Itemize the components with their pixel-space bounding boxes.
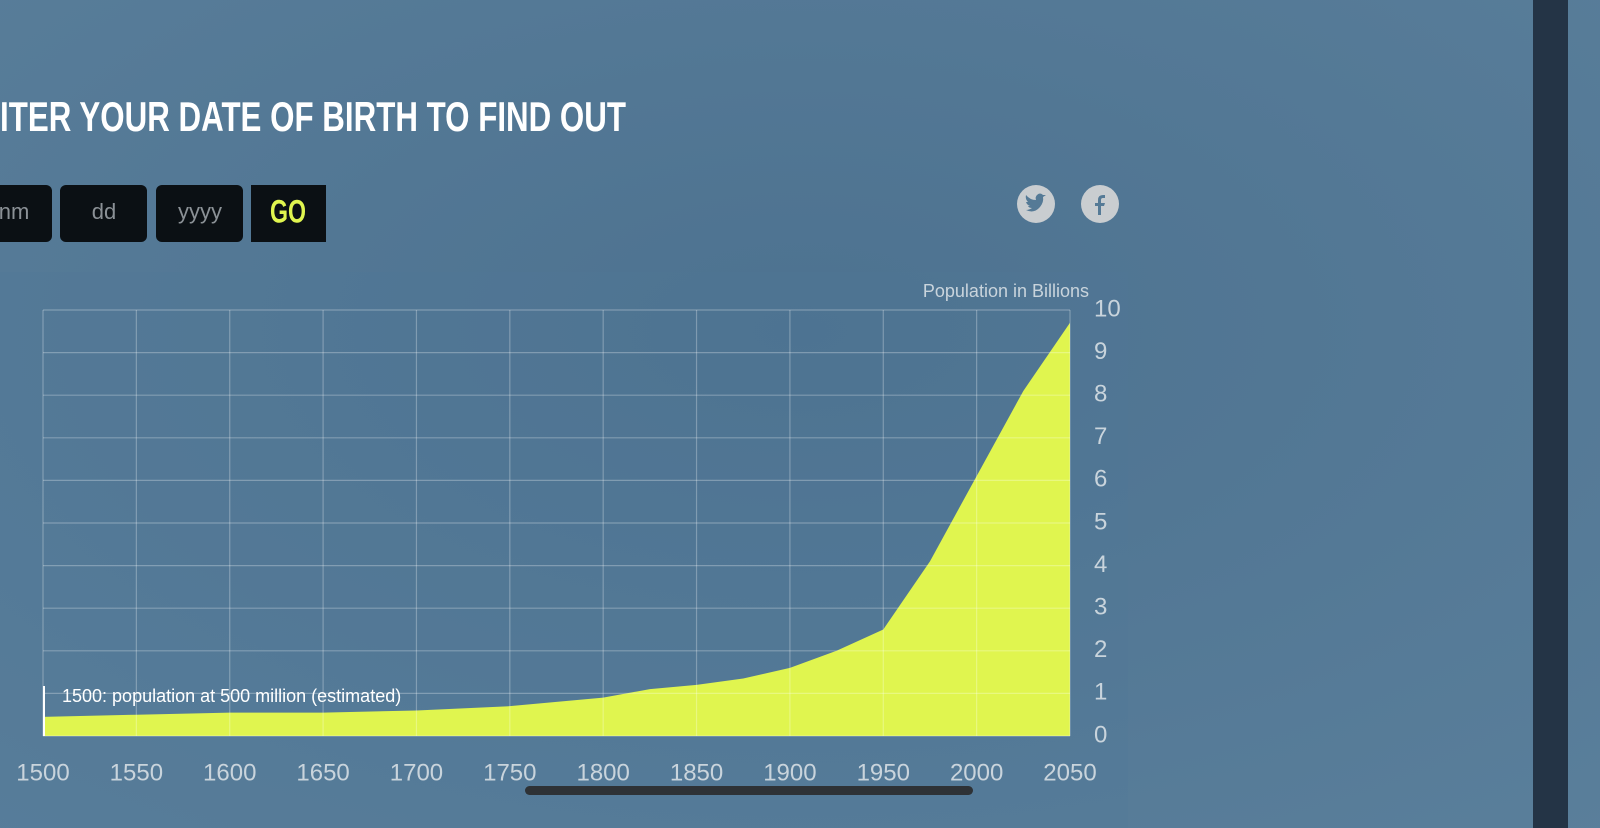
x-tick-label: 1800 bbox=[576, 759, 629, 786]
heading: ITER YOUR DATE OF BIRTH TO FIND OUT bbox=[0, 93, 626, 140]
twitter-button[interactable] bbox=[1017, 185, 1055, 223]
y-tick-label: 0 bbox=[1094, 721, 1107, 748]
y-tick-label: 7 bbox=[1094, 423, 1107, 450]
twitter-icon bbox=[1025, 193, 1046, 212]
go-button[interactable] bbox=[251, 185, 326, 242]
y-tick-label: 10 bbox=[1094, 295, 1121, 322]
scrollbar[interactable] bbox=[525, 786, 973, 795]
x-tick-label: 1850 bbox=[670, 759, 723, 786]
y-tick-label: 4 bbox=[1094, 551, 1107, 578]
x-tick-label: 1550 bbox=[110, 759, 163, 786]
x-tick-label: 1650 bbox=[296, 759, 349, 786]
y-tick-label: 6 bbox=[1094, 466, 1107, 493]
year-input[interactable] bbox=[156, 185, 243, 242]
y-tick-label: 5 bbox=[1094, 508, 1107, 535]
annotation: 1500: population at 500 million (estimat… bbox=[62, 686, 401, 706]
facebook-icon bbox=[1095, 195, 1105, 215]
x-tick-label: 1900 bbox=[763, 759, 816, 786]
month-placeholder: nm bbox=[0, 199, 29, 224]
facebook-button[interactable] bbox=[1081, 185, 1119, 223]
day-placeholder: dd bbox=[92, 199, 116, 224]
x-tick-label: 1700 bbox=[390, 759, 443, 786]
y-tick-label: 3 bbox=[1094, 594, 1107, 621]
x-tick-label: 1600 bbox=[203, 759, 256, 786]
population-area bbox=[43, 322, 1070, 736]
x-tick-label: 1750 bbox=[483, 759, 536, 786]
month-input[interactable] bbox=[0, 185, 52, 242]
y-tick-label: 1 bbox=[1094, 679, 1107, 706]
side-strip bbox=[1533, 0, 1568, 828]
x-tick-label: 1950 bbox=[857, 759, 910, 786]
x-tick-label: 1500 bbox=[16, 759, 69, 786]
y-tick-label: 9 bbox=[1094, 338, 1107, 365]
y-tick-label: 8 bbox=[1094, 381, 1107, 408]
day-input[interactable] bbox=[60, 185, 147, 242]
plot: 0 1 2 3 4 5 6 7 8 9 10 1500 1550 1600 1650 1700 1750 1800… bbox=[16, 295, 1120, 786]
x-tick-label: 2000 bbox=[950, 759, 1003, 786]
y-tick-label: 2 bbox=[1094, 636, 1107, 663]
year-placeholder: yyyy bbox=[178, 199, 222, 224]
go-label: GO bbox=[270, 193, 306, 229]
y-axis-label: Population in Billions bbox=[923, 281, 1089, 301]
x-tick-label: 2050 bbox=[1043, 759, 1096, 786]
